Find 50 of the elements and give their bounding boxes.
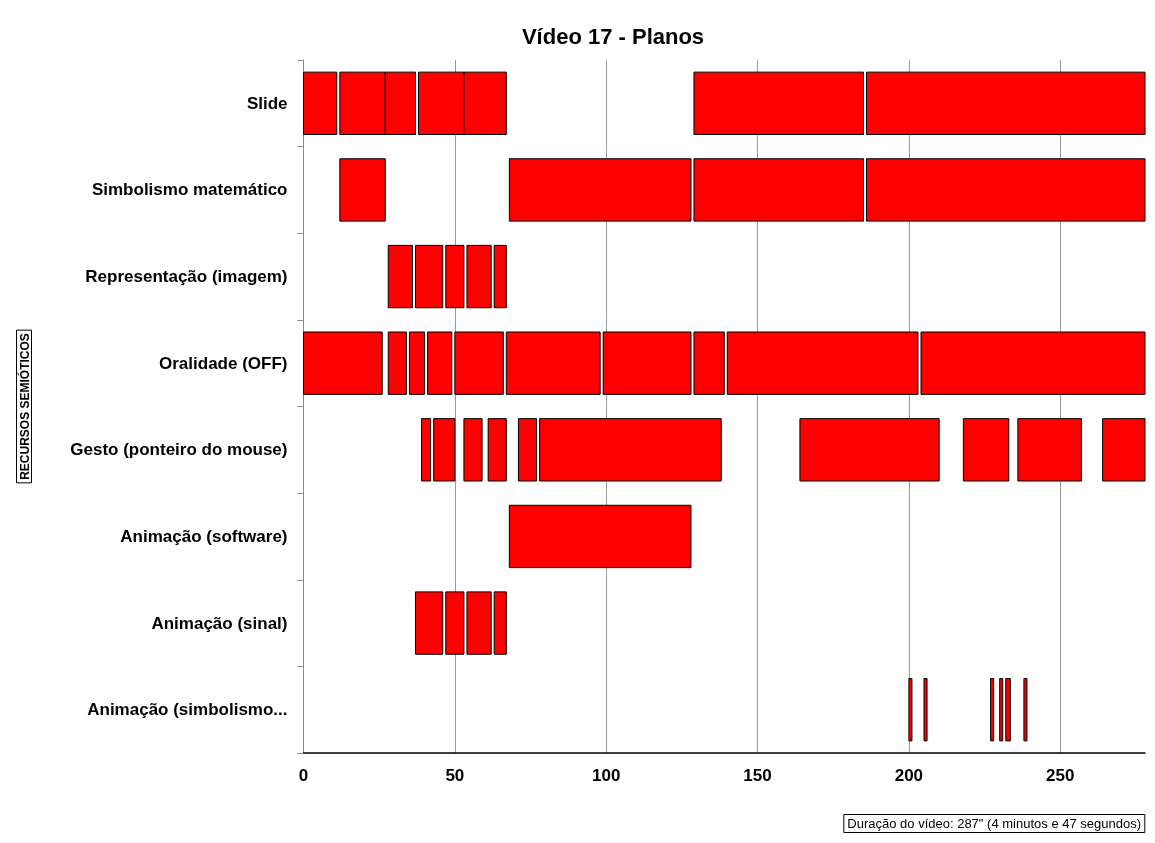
- bar: [387, 331, 407, 395]
- bar: [433, 418, 456, 482]
- x-tick-label: 50: [445, 766, 465, 785]
- y-tick-label: Oralidade (OFF): [159, 353, 288, 373]
- y-axis-title: RECURSOS SEMIÓTICOS: [16, 333, 32, 480]
- bar: [693, 71, 864, 135]
- chart-title: Vídeo 17 - Planos: [521, 23, 705, 49]
- bar: [487, 418, 507, 482]
- y-tick-label: Animação (sinal): [151, 613, 288, 633]
- y-tick-label: Gesto (ponteiro do mouse): [70, 440, 288, 460]
- y-tick-label: Slide: [246, 93, 288, 113]
- bar: [517, 418, 538, 482]
- bar: [339, 158, 386, 222]
- bar: [427, 331, 453, 395]
- bar: [415, 244, 444, 309]
- bar: [505, 331, 601, 395]
- bar: [1005, 678, 1011, 742]
- bar: [999, 678, 1004, 742]
- bar: [990, 678, 995, 742]
- bar: [539, 418, 722, 482]
- x-tick-label: 150: [743, 766, 772, 785]
- bar: [962, 418, 1010, 482]
- x-tick-label: 0: [298, 766, 309, 785]
- bar: [303, 331, 383, 395]
- x-tick-label: 200: [894, 766, 924, 785]
- bar: [866, 71, 1146, 135]
- y-tick-label: Simbolismo matemático: [91, 180, 288, 200]
- bar: [908, 678, 913, 742]
- y-tick-label: Animação (software): [120, 526, 288, 546]
- bar: [866, 158, 1146, 222]
- bar: [1023, 678, 1028, 742]
- bar: [454, 331, 504, 395]
- bar: [1102, 418, 1146, 482]
- bar: [923, 678, 928, 742]
- bar: [493, 244, 507, 309]
- bar: [508, 504, 692, 569]
- x-tick-label: 100: [592, 766, 621, 785]
- text: Duração do vídeo: 287" (4 minutos e 47 segundos): [847, 816, 1141, 831]
- bar: [387, 244, 413, 309]
- bar: [463, 418, 483, 482]
- bar: [415, 591, 444, 655]
- y-tick-label: Animação (simbolismo...: [87, 700, 288, 720]
- bar: [421, 418, 432, 482]
- bar: [408, 331, 426, 395]
- bar: [799, 418, 940, 482]
- x-tick-label: 250: [1046, 766, 1075, 785]
- y-tick-label: Representação (imagem): [85, 267, 288, 287]
- bar: [303, 71, 338, 135]
- bar: [1017, 418, 1082, 482]
- bar: [493, 591, 507, 655]
